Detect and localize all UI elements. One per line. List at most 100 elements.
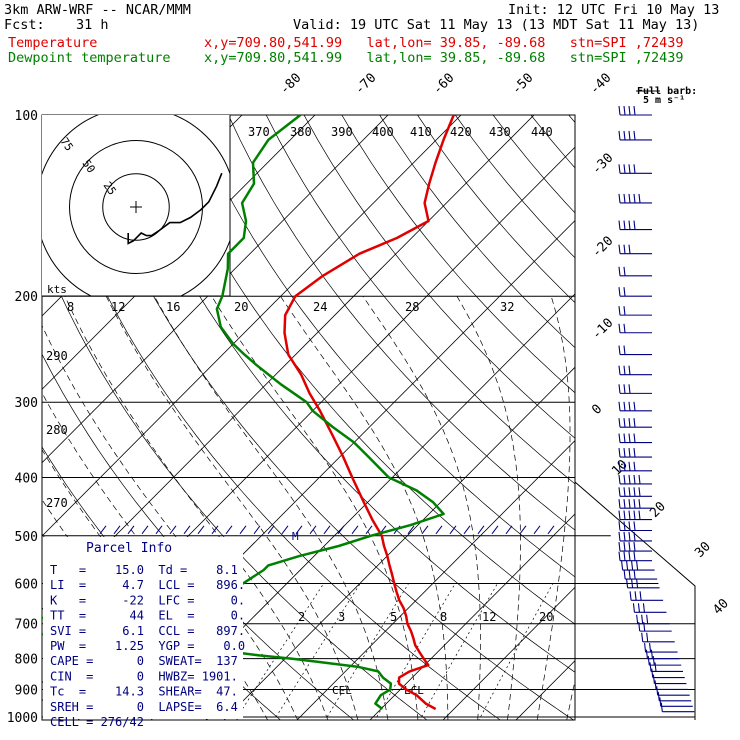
theta-label: 290 bbox=[46, 349, 68, 363]
isotherm-tick-label: 40 bbox=[710, 596, 732, 618]
pressure-tick-label: 1000 bbox=[7, 711, 38, 726]
moist-adiabat bbox=[64, 296, 329, 720]
parcel-info-row: LI = 4.7 LCL = 896. bbox=[50, 578, 245, 592]
isotherm-line bbox=[42, 115, 462, 537]
m-marker: M bbox=[292, 530, 299, 543]
wind-barb bbox=[618, 521, 652, 532]
wind-barb bbox=[618, 365, 652, 376]
hatch-tick bbox=[351, 525, 359, 535]
hodograph-ring-label: 75 bbox=[58, 135, 76, 153]
mixing-ratio-label: 20 bbox=[539, 610, 553, 624]
pressure-tick-label: 300 bbox=[15, 396, 38, 411]
pressure-tick-label: 600 bbox=[15, 577, 38, 592]
parcel-info-background bbox=[43, 537, 243, 719]
parcel-info-row: Tc = 14.3 SHEAR= 47. bbox=[50, 685, 238, 699]
hatch-tick bbox=[519, 525, 527, 535]
isotherm-tick-label: -30 bbox=[589, 151, 616, 178]
hatch-tick bbox=[253, 525, 261, 535]
mixing-ratio-line bbox=[324, 583, 409, 720]
temperature-location: x,y=709.80,541.99 lat,lon= 39.85, -89.68… bbox=[204, 35, 684, 51]
wind-barb bbox=[618, 345, 652, 356]
wind-barb bbox=[656, 686, 690, 696]
wind-barb bbox=[659, 697, 693, 707]
wind-barb bbox=[649, 662, 684, 672]
hatch-tick bbox=[421, 525, 429, 535]
mixing-ratio-label: 24 bbox=[313, 300, 327, 314]
hatch-tick bbox=[477, 525, 485, 535]
isotherm-tick-label: 0 bbox=[589, 402, 605, 418]
parcel-info-row: CAPE = 0 SWEAT= 137 bbox=[50, 654, 238, 668]
hatch-tick bbox=[197, 525, 205, 535]
wind-barb bbox=[618, 461, 652, 472]
hatch-tick bbox=[309, 525, 317, 535]
wind-barb bbox=[657, 691, 692, 702]
pressure-tick-label: 800 bbox=[15, 653, 38, 668]
isotherm-tick-label: -20 bbox=[589, 234, 616, 261]
theta-label: 410 bbox=[410, 125, 432, 139]
moist-adiabat bbox=[154, 296, 389, 720]
wind-barb bbox=[621, 560, 655, 571]
hatch-tick bbox=[491, 525, 499, 535]
wind-barb bbox=[660, 702, 695, 713]
dry-adiabat bbox=[379, 115, 575, 349]
dewpoint-trace bbox=[42, 115, 445, 710]
temperature-trace bbox=[283, 115, 455, 711]
wind-barb bbox=[618, 551, 652, 562]
isotherm-line bbox=[0, 102, 36, 730]
wind-barb bbox=[629, 591, 664, 601]
dry-adiabat bbox=[341, 115, 575, 394]
dewpoint-location: x,y=709.80,541.99 lat,lon= 39.85, -89.68… bbox=[204, 50, 684, 66]
forecast-label: Fcst: bbox=[4, 17, 45, 33]
wind-barb bbox=[626, 578, 660, 589]
wind-barb bbox=[618, 474, 652, 485]
hatch-tick bbox=[211, 525, 219, 535]
wind-barb bbox=[618, 164, 652, 174]
dry-adiabat bbox=[303, 115, 575, 439]
hatch-tick bbox=[337, 525, 345, 535]
dry-adiabat bbox=[228, 115, 575, 531]
hatch-tick bbox=[141, 525, 149, 535]
parcel-info-row: CIN = 0 HWBZ= 1901. bbox=[50, 669, 238, 683]
dry-adiabat bbox=[568, 115, 575, 123]
dry-adiabat bbox=[455, 115, 575, 259]
hatch-tick bbox=[365, 525, 373, 535]
isotherm-tick-label: 20 bbox=[647, 499, 669, 521]
dry-adiabat bbox=[682, 115, 740, 730]
theta-label: 390 bbox=[331, 125, 353, 139]
mixing-ratio-label: 32 bbox=[500, 300, 514, 314]
mixing-ratio-line bbox=[478, 583, 554, 720]
mixing-ratio-label: 5 bbox=[390, 610, 397, 624]
parcel-info-title: Parcel Info bbox=[86, 541, 172, 556]
theta-label: 420 bbox=[450, 125, 472, 139]
theta-label: 430 bbox=[489, 125, 511, 139]
wind-barb bbox=[618, 244, 652, 255]
isotherm-tick-label: -50 bbox=[509, 71, 536, 98]
isotherm-line bbox=[442, 586, 575, 720]
wind-barb bbox=[654, 680, 689, 691]
dewpoint-legend: Dewpoint temperature bbox=[8, 50, 171, 66]
mixing-ratio-line bbox=[273, 583, 361, 720]
hatch-tick bbox=[505, 525, 513, 535]
isotherm-line bbox=[652, 102, 740, 730]
isotherm-line bbox=[579, 102, 740, 730]
hodograph-ring-label: 50 bbox=[80, 157, 98, 175]
pressure-tick-label: 700 bbox=[15, 618, 38, 633]
hatch-tick bbox=[281, 525, 289, 535]
temperature-legend: Temperature bbox=[8, 35, 98, 51]
pressure-tick-label: 200 bbox=[15, 290, 38, 305]
parcel-info-row: PW = 1.25 YGP = 0.0 bbox=[50, 639, 245, 653]
dry-adiabat bbox=[114, 115, 575, 673]
pressure-tick-label: 100 bbox=[15, 109, 38, 124]
hatch-tick bbox=[295, 525, 303, 535]
hatch-tick bbox=[155, 525, 163, 535]
wind-barb bbox=[636, 614, 670, 625]
wind-barb bbox=[618, 531, 652, 542]
parcel-info-row: TT = 44 EL = 0. bbox=[50, 609, 245, 623]
isotherm-tick-label: -40 bbox=[587, 71, 614, 98]
hatch-tick bbox=[435, 525, 443, 535]
pressure-tick-label: 500 bbox=[15, 530, 38, 545]
wind-barb bbox=[652, 674, 687, 685]
parcel-info-row: K = -22 LFC = 0. bbox=[50, 593, 245, 607]
dry-adiabat bbox=[265, 115, 575, 485]
